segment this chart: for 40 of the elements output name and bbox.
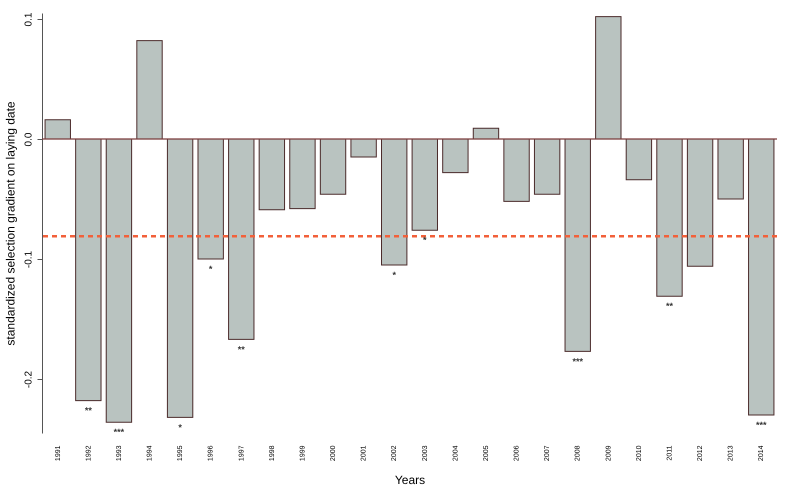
annotation: ***: [572, 356, 584, 366]
bar: [106, 138, 132, 423]
bar: [503, 138, 530, 202]
y-tick-label: 0.1: [24, 12, 34, 26]
x-axis-title: Years: [394, 473, 426, 488]
bar: [534, 138, 560, 195]
bar: [442, 138, 469, 174]
annotation: **: [84, 406, 92, 416]
bar: [656, 138, 683, 297]
bar: [748, 138, 774, 416]
y-tick-label: 0.0: [24, 132, 34, 146]
y-tick-label: -0.1: [24, 250, 34, 268]
annotation: *: [208, 264, 213, 274]
bar: [197, 138, 224, 260]
annotation: ***: [114, 427, 125, 438]
bar: [320, 138, 346, 195]
annotation: *: [392, 270, 396, 280]
annotation: *: [178, 422, 182, 432]
annotation: ***: [756, 420, 767, 430]
bar: [166, 138, 194, 418]
bar: [412, 138, 438, 231]
bar: [381, 138, 408, 266]
bar: [686, 138, 714, 267]
bar: [564, 138, 591, 352]
bar: [258, 138, 286, 210]
y-tick-label: -0.2: [24, 370, 34, 388]
y-axis-title: standardized selection gradient on laying date: [4, 101, 18, 346]
bar: [44, 119, 71, 140]
bar: [289, 138, 316, 210]
annotation: *: [423, 235, 428, 246]
annotation: **: [666, 301, 674, 312]
bar: [472, 128, 500, 140]
bar: [228, 138, 254, 340]
annotation: **: [238, 344, 246, 354]
bar: [75, 138, 102, 402]
bar: [350, 138, 377, 158]
bar: [717, 138, 744, 200]
bar: [595, 16, 622, 140]
bar: [626, 138, 652, 180]
bar: [136, 40, 163, 140]
